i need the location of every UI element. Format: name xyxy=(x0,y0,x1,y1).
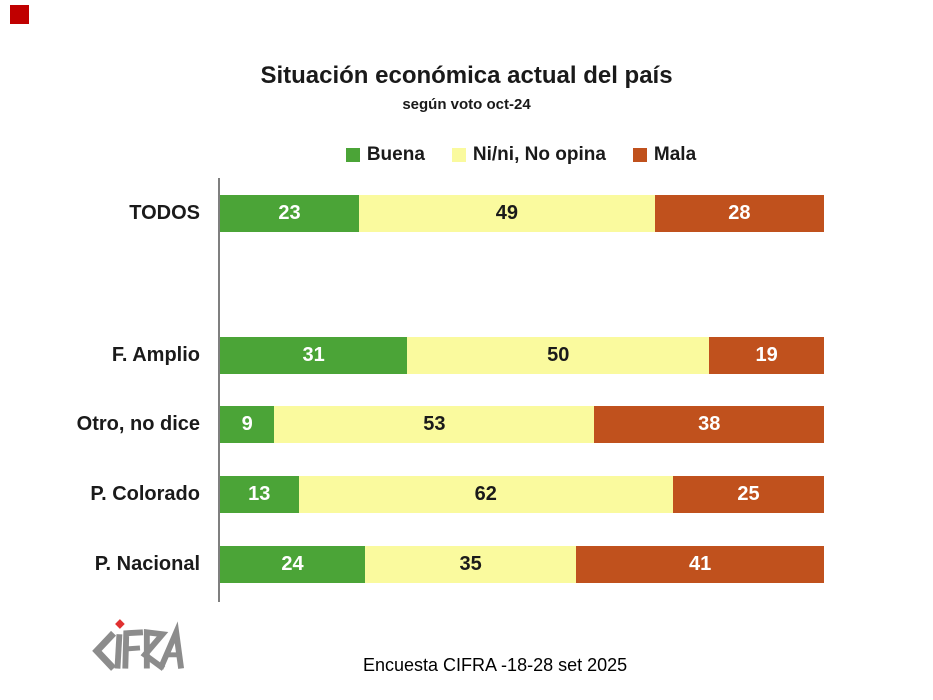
stacked-bar: 13 62 25 xyxy=(220,476,824,513)
category-label: TODOS xyxy=(129,202,200,224)
chart-subtitle: según voto oct-24 xyxy=(402,96,531,113)
bar-segment: 25 xyxy=(672,476,824,513)
bar-value-label: 9 xyxy=(241,413,253,435)
bar-value-label: 38 xyxy=(698,413,721,435)
bar-segment: 35 xyxy=(364,546,577,583)
legend-label: Mala xyxy=(653,144,697,165)
logo-letter-f-bar xyxy=(126,645,141,652)
bar-value-label: 28 xyxy=(728,202,751,224)
legend-swatch-icon xyxy=(345,148,360,162)
bar-value-label: 31 xyxy=(302,344,325,366)
bar-segment: 49 xyxy=(358,195,655,232)
bar-segment: 9 xyxy=(220,406,275,443)
legend-swatch-icon xyxy=(451,148,466,162)
legend-item-3: Mala xyxy=(632,144,697,166)
bar-segment: 19 xyxy=(709,337,824,374)
bar-value-label: 13 xyxy=(248,483,271,505)
category-label: P. Nacional xyxy=(94,553,200,575)
bar-segment: 50 xyxy=(407,337,710,374)
bar-value-label: 24 xyxy=(281,553,304,575)
stacked-bar: 31 50 19 xyxy=(220,337,824,374)
bar-segment: 38 xyxy=(594,406,824,443)
bar-segment: 31 xyxy=(220,337,408,374)
bar-value-label: 19 xyxy=(755,344,778,366)
bar-segment: 23 xyxy=(220,195,359,232)
bar-segment: 53 xyxy=(274,406,595,443)
bar-value-label: 62 xyxy=(474,483,497,505)
bar-value-label: 49 xyxy=(495,202,518,224)
bar-segment: 24 xyxy=(220,546,365,583)
legend-label: Ni/ni, No opina xyxy=(472,144,606,165)
chart-legend: Buena Ni/ni, No opina Mala xyxy=(219,144,823,166)
footer-source-text: Encuesta CIFRA -18-28 set 2025 xyxy=(363,655,628,675)
logo-letter-i xyxy=(114,634,123,669)
bar-value-label: 41 xyxy=(689,553,712,575)
bar-segment: 13 xyxy=(220,476,299,513)
bar-segment: 62 xyxy=(298,476,673,513)
legend-label: Buena xyxy=(366,144,425,165)
logo-letter-a xyxy=(157,621,185,670)
stacked-bar: 9 53 38 xyxy=(220,406,824,443)
category-label: Otro, no dice xyxy=(76,413,200,435)
corner-marker-square xyxy=(10,5,29,24)
logo-letter-f xyxy=(122,629,144,669)
logo-letter-c xyxy=(92,630,117,671)
bar-value-label: 50 xyxy=(547,344,570,366)
bar-value-label: 25 xyxy=(737,483,760,505)
y-axis-line xyxy=(218,178,220,602)
bar-value-label: 35 xyxy=(459,553,482,575)
chart-title: Situación económica actual del país xyxy=(260,62,673,89)
cifra-logo xyxy=(92,619,185,671)
bar-segment: 41 xyxy=(576,546,824,583)
legend-swatch-icon xyxy=(632,148,647,162)
logo-red-diamond xyxy=(115,619,125,629)
stacked-bar: 24 35 41 xyxy=(220,546,824,583)
stacked-bar: 23 49 28 xyxy=(220,195,824,232)
category-label: F. Amplio xyxy=(111,344,200,366)
category-label: P. Colorado xyxy=(90,483,200,505)
bar-value-label: 23 xyxy=(278,202,301,224)
legend-item-2: Ni/ni, No opina xyxy=(451,144,606,166)
legend-item-1: Buena xyxy=(345,144,425,166)
bar-segment: 28 xyxy=(654,195,824,232)
logo-letter-r xyxy=(140,628,169,671)
bar-value-label: 53 xyxy=(423,413,446,435)
